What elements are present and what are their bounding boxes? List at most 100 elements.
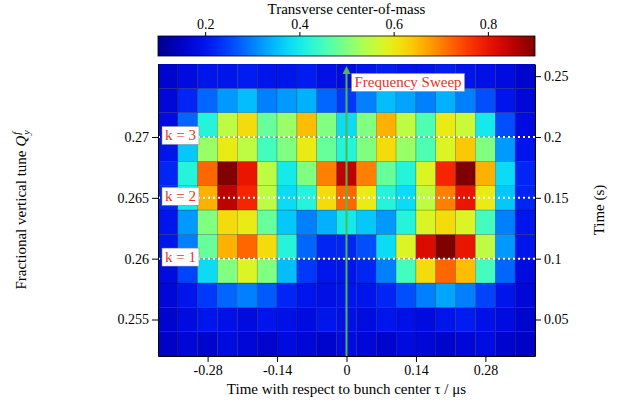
heatmap-cell (436, 88, 456, 112)
y2-axis-tick-mark (535, 137, 541, 138)
heatmap-cell (198, 88, 218, 112)
x-axis-tick: 0 (344, 356, 351, 378)
heatmap-cell (317, 332, 337, 356)
heatmap-cell (257, 137, 277, 161)
heatmap-cell (436, 332, 456, 356)
sweep-label-background (352, 73, 465, 91)
x-axis-tick-mark (347, 356, 348, 362)
heatmap-cell (297, 88, 317, 112)
colorbar-axis-tick-label: 0.6 (385, 17, 403, 32)
heatmap-cell (277, 307, 297, 331)
heatmap-cell (277, 210, 297, 234)
y2-axis: 0.050.10.150.20.25 (535, 65, 569, 357)
heatmap-cell (237, 283, 257, 307)
heatmap-cell (317, 113, 337, 137)
annotations: k = 1k = 2k = 3Frequency Sweep (158, 70, 535, 356)
y2-axis-tick-label: 0.2 (544, 130, 562, 145)
heatmap-cell (495, 64, 515, 88)
heatmap-cell (356, 307, 376, 331)
heatmap-cell (396, 283, 416, 307)
heatmap-cell (475, 64, 495, 88)
heatmap-cell (218, 283, 238, 307)
heatmap-cell (297, 137, 317, 161)
heatmap-cell (317, 283, 337, 307)
heatmap-cell (237, 137, 257, 161)
heatmap-cell (277, 234, 297, 258)
heatmap-cell (495, 161, 515, 185)
heatmap-cell (396, 137, 416, 161)
colorbar-axis-tick-label: 0.8 (480, 17, 498, 32)
colorbar-axis-tick: 0.8 (480, 17, 498, 36)
colorbar (158, 36, 535, 56)
heatmap-cell (436, 113, 456, 137)
colorbar-axis-tick: 0.4 (291, 17, 309, 36)
heatmap-cell (436, 210, 456, 234)
heatmap-cell (495, 259, 515, 283)
heatmap-cell (317, 259, 337, 283)
y-axis-tick: 0.26 (125, 252, 159, 267)
heatmap-cell (218, 161, 238, 185)
heatmap-cell (297, 283, 317, 307)
colorbar-axis-tick-mark (394, 32, 395, 36)
heatmap-cell (297, 259, 317, 283)
heatmap-cell (218, 137, 238, 161)
colorbar-axis-tick-mark (299, 32, 300, 36)
heatmap-cell (376, 137, 396, 161)
heatmap-cell (495, 210, 515, 234)
heatmap-cell (257, 307, 277, 331)
colorbar-axis-tick: 0.6 (385, 17, 403, 36)
heatmap-cell (257, 210, 277, 234)
x-axis-tick-mark (208, 356, 209, 362)
heatmap-cell (178, 307, 198, 331)
heatmap-cell (515, 332, 535, 356)
colorbar-axis: 0.2 0.4 0.6 0.8 (159, 17, 536, 37)
heatmap-cell (376, 307, 396, 331)
colorbar-axis-tick-label: 0.4 (291, 17, 309, 32)
y-axis-tick-label: 0.265 (118, 191, 150, 206)
heatmap-cell (297, 113, 317, 137)
k-label-background (162, 187, 199, 205)
heatmap-cell (475, 88, 495, 112)
heatmap-cell (396, 332, 416, 356)
heatmap-cell (475, 210, 495, 234)
heatmap-cell (277, 259, 297, 283)
heatmap-cell (436, 307, 456, 331)
heatmap-cell (495, 283, 515, 307)
x-axis: -0.28-0.1400.140.28 (159, 356, 536, 378)
heatmap-cell (456, 137, 476, 161)
heatmap-cell (495, 332, 515, 356)
heatmap-cell (178, 210, 198, 234)
y2-axis-tick: 0.05 (535, 312, 569, 327)
heatmap-cell (198, 210, 218, 234)
heatmap-cell (178, 332, 198, 356)
heatmap-cell (158, 332, 178, 356)
y-axis-tick: 0.27 (125, 130, 159, 145)
heatmap-cell (376, 283, 396, 307)
y2-axis-line (535, 65, 536, 357)
heatmap-cell (317, 88, 337, 112)
x-axis-tick-mark (277, 356, 278, 362)
heatmap-cell (456, 234, 476, 258)
y-axis-title-subscript: y (21, 130, 32, 136)
y2-axis-tick: 0.15 (535, 191, 569, 206)
heatmap-cell (376, 113, 396, 137)
heatmap-cell (416, 283, 436, 307)
heatmap-cell (456, 88, 476, 112)
y-axis-title-text: Fractional vertical tune (13, 150, 29, 289)
heatmap-cell (277, 113, 297, 137)
heatmap-cell (416, 234, 436, 258)
y2-axis-tick: 0.25 (535, 69, 569, 84)
heatmap-cell (396, 88, 416, 112)
heatmap-cell (317, 210, 337, 234)
heatmap (158, 64, 535, 356)
sweep-label: Frequency Sweep (355, 74, 462, 90)
x-axis-tick: -0.14 (263, 356, 292, 378)
heatmap-cell (495, 137, 515, 161)
colorbar-axis-tick-label: 0.2 (197, 17, 215, 32)
x-axis-title: Time with respect to bunch center τ / μs (227, 381, 466, 397)
heatmap-cell (237, 113, 257, 137)
y-axis-tick-mark (152, 259, 158, 260)
heatmap-cell (317, 64, 337, 88)
chart: k = 1k = 2k = 3Frequency Sweep-0.28-0.14… (0, 0, 622, 403)
heatmap-cell (218, 88, 238, 112)
